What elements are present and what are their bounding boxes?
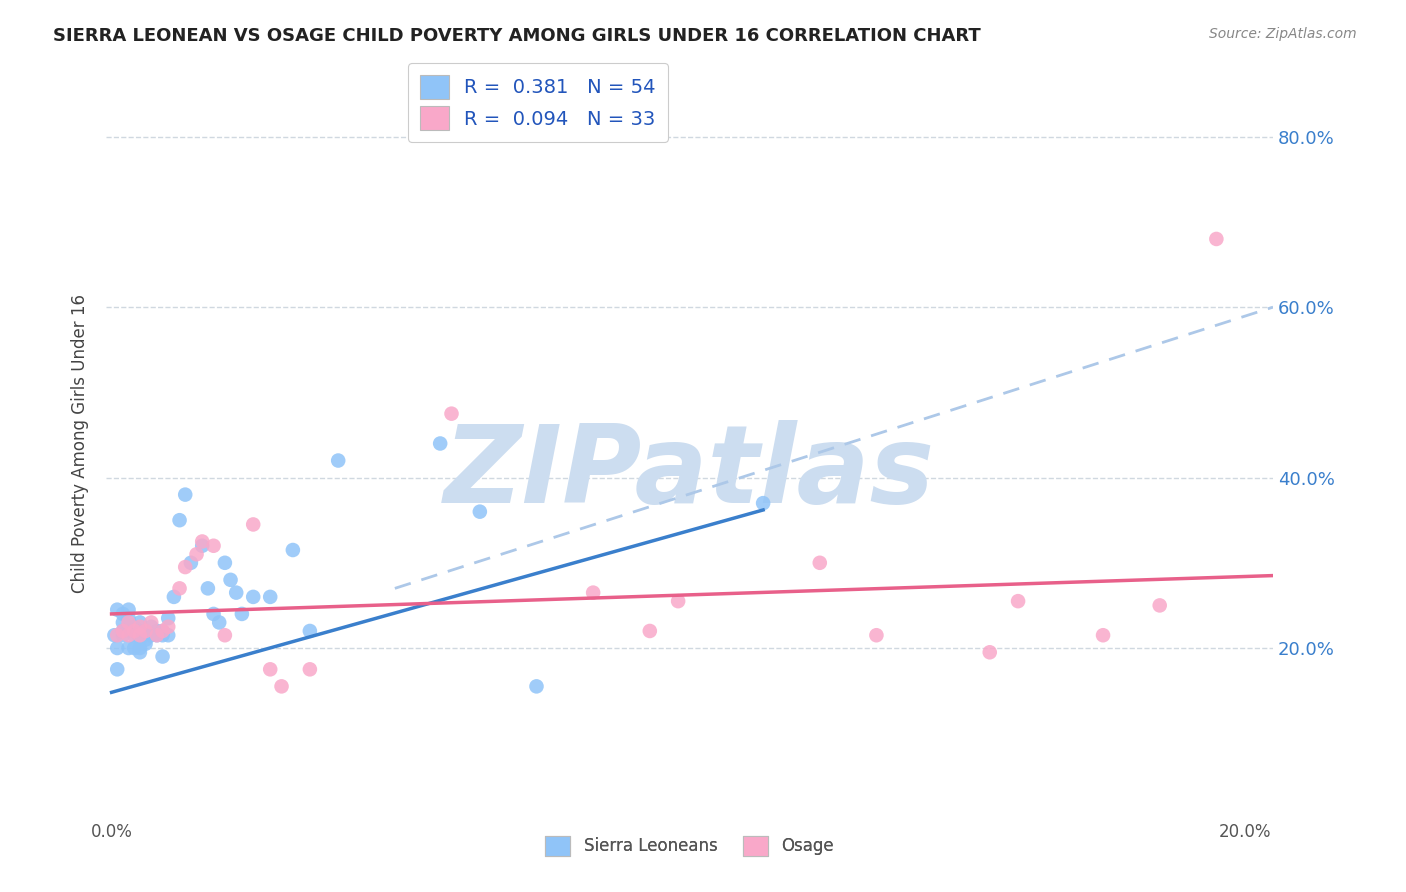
Point (129, 615, 152, 630)
Point (225, 585, 247, 599)
Point (1007, 594, 1029, 608)
Text: ZIPatlas: ZIPatlas (444, 420, 935, 526)
Point (117, 640, 139, 655)
Point (270, 679, 292, 693)
Legend: Sierra Leoneans, Osage: Sierra Leoneans, Osage (538, 829, 841, 863)
Point (129, 640, 152, 655)
Point (141, 620, 163, 634)
Point (146, 628, 169, 642)
Point (259, 662, 281, 676)
Point (122, 624, 145, 638)
Point (191, 534, 214, 549)
Point (111, 615, 134, 630)
Point (157, 611, 180, 625)
Point (979, 645, 1001, 659)
Point (328, 453, 350, 467)
Point (135, 624, 157, 638)
Point (163, 590, 186, 604)
Point (141, 615, 163, 630)
Point (259, 590, 281, 604)
Point (105, 640, 128, 655)
Point (122, 640, 145, 655)
Point (231, 607, 253, 621)
Point (105, 628, 128, 642)
Point (666, 594, 689, 608)
Point (152, 624, 174, 638)
Point (152, 628, 174, 642)
Point (129, 628, 152, 642)
Point (111, 628, 134, 642)
Point (117, 615, 139, 630)
Point (202, 607, 225, 621)
Point (174, 488, 197, 502)
Point (219, 573, 242, 587)
Point (298, 624, 321, 638)
Point (122, 620, 145, 634)
Point (1205, 232, 1227, 246)
Y-axis label: Child Poverty Among Girls Under 16: Child Poverty Among Girls Under 16 (72, 294, 89, 593)
Point (242, 590, 264, 604)
Point (103, 628, 125, 642)
Point (169, 513, 191, 527)
Point (122, 628, 145, 642)
Point (197, 582, 219, 596)
Point (105, 602, 128, 616)
Point (214, 556, 236, 570)
Point (526, 679, 548, 693)
Point (117, 602, 139, 616)
Point (129, 624, 152, 638)
Point (865, 628, 887, 642)
Point (440, 407, 463, 421)
Text: Source: ZipAtlas.com: Source: ZipAtlas.com (1209, 27, 1357, 41)
Point (174, 560, 197, 574)
Point (129, 632, 152, 647)
Text: SIERRA LEONEAN VS OSAGE CHILD POVERTY AMONG GIRLS UNDER 16 CORRELATION CHART: SIERRA LEONEAN VS OSAGE CHILD POVERTY AM… (53, 27, 981, 45)
Point (111, 624, 134, 638)
Point (169, 582, 191, 596)
Point (111, 607, 134, 621)
Point (752, 496, 775, 510)
Point (135, 632, 157, 647)
Point (122, 624, 145, 638)
Point (429, 436, 451, 450)
Point (117, 620, 139, 634)
Point (808, 556, 831, 570)
Point (281, 543, 304, 558)
Point (129, 645, 152, 659)
Point (117, 611, 139, 625)
Point (135, 624, 157, 638)
Point (141, 628, 163, 642)
Point (117, 628, 139, 642)
Point (105, 662, 128, 676)
Point (1149, 599, 1171, 613)
Point (638, 624, 661, 638)
Point (186, 547, 208, 561)
Point (582, 585, 605, 599)
Point (1092, 628, 1115, 642)
Point (191, 539, 214, 553)
Point (180, 556, 202, 570)
Point (135, 637, 157, 651)
Point (157, 628, 180, 642)
Point (157, 620, 180, 634)
Point (152, 649, 174, 664)
Point (152, 624, 174, 638)
Point (298, 662, 321, 676)
Point (202, 539, 225, 553)
Point (468, 505, 491, 519)
Point (146, 628, 169, 642)
Point (208, 615, 231, 630)
Point (129, 620, 152, 634)
Point (214, 628, 236, 642)
Point (242, 517, 264, 532)
Point (146, 624, 169, 638)
Point (111, 624, 134, 638)
